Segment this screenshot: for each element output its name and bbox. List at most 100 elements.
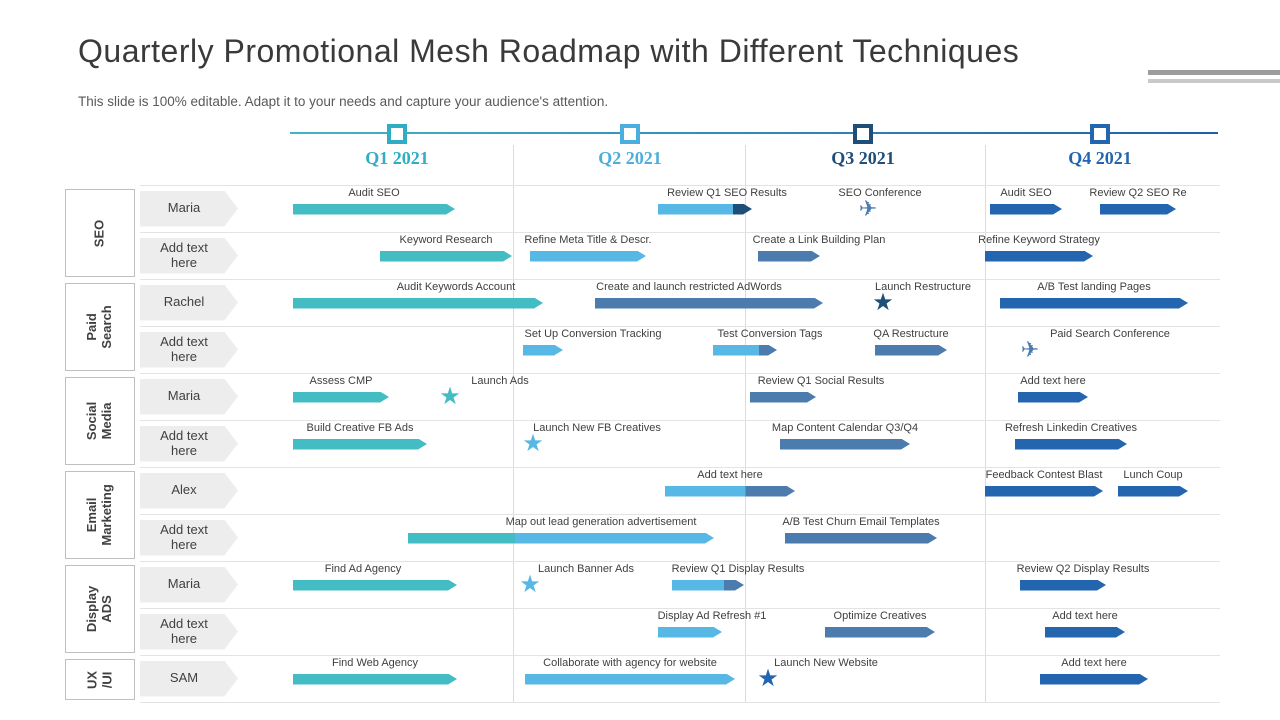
conference-plane-icon: ✈	[1020, 336, 1040, 362]
owner-banner: SAM	[140, 660, 238, 697]
owner-banner: Maria	[140, 378, 238, 415]
row-separator	[140, 373, 1220, 374]
task-bar	[1015, 439, 1127, 450]
task-bar	[408, 533, 714, 544]
task-bar	[875, 345, 947, 356]
quarter-marker-q3	[853, 124, 873, 144]
task-label: Keyword Research	[399, 233, 493, 246]
category-label: Social Media	[84, 401, 114, 441]
category-box: UX /UI	[65, 659, 135, 700]
owner-label: SAM	[169, 670, 199, 686]
task-bar	[665, 486, 795, 497]
task-label: Review Q2 SEO Re	[1089, 186, 1187, 199]
task-label: Review Q1 Display Results	[671, 562, 805, 575]
task-label: Create a Link Building Plan	[752, 233, 886, 246]
task-label: Refresh Linkedin Creatives	[1004, 421, 1138, 434]
quarter-marker-q4	[1090, 124, 1110, 144]
owner-label: Alex	[171, 482, 197, 498]
task-label: Paid Search Conference	[1050, 327, 1170, 340]
task-bar	[595, 298, 823, 309]
row-separator	[140, 326, 1220, 327]
task-label: Launch Ads	[471, 374, 529, 387]
milestone-star-icon: ★	[519, 570, 541, 598]
task-bar	[658, 627, 722, 638]
task-bar	[1000, 298, 1188, 309]
task-bar	[750, 392, 816, 403]
task-label: Launch Banner Ads	[537, 562, 635, 575]
category-box: Paid Search	[65, 283, 135, 371]
category-box: Social Media	[65, 377, 135, 465]
task-label: Review Q1 Social Results	[757, 374, 885, 387]
category-label: Email Marketing	[84, 484, 114, 546]
task-bar	[990, 204, 1062, 215]
quarter-marker-q1	[387, 124, 407, 144]
row-separator	[140, 702, 1220, 703]
task-label: Collaborate with agency for website	[543, 656, 717, 669]
category-box: SEO	[65, 189, 135, 277]
task-bar	[1040, 674, 1148, 685]
owner-label: Maria	[167, 576, 201, 592]
task-label: Launch Restructure	[875, 280, 971, 293]
page-subtitle: This slide is 100% editable. Adapt it to…	[78, 94, 609, 109]
owner-label: Rachel	[163, 294, 205, 310]
owner-label: Maria	[167, 388, 201, 404]
task-label: Add text here	[1020, 374, 1086, 387]
task-bar	[1100, 204, 1176, 215]
owner-banner: Add text here	[140, 331, 238, 368]
task-label: Map out lead generation advertisement	[505, 515, 697, 528]
owner-label: Add text here	[160, 427, 208, 458]
task-label: Refine Keyword Strategy	[978, 233, 1100, 246]
task-label: Add text here	[1061, 656, 1127, 669]
task-bar	[380, 251, 512, 262]
category-label: Paid Search	[84, 305, 114, 349]
conference-plane-icon: ✈	[858, 195, 878, 221]
category-label: Display ADS	[84, 585, 114, 633]
task-label: Set Up Conversion Tracking	[524, 327, 662, 340]
owner-banner: Add text here	[140, 519, 238, 556]
quarter-label-q3: Q3 2021	[831, 148, 895, 168]
task-bar	[985, 486, 1103, 497]
task-label: Launch New FB Creatives	[533, 421, 661, 434]
owner-banner: Add text here	[140, 237, 238, 274]
task-label: Optimize Creatives	[833, 609, 927, 622]
task-label: Add text here	[697, 468, 763, 481]
task-label: Map Content Calendar Q3/Q4	[771, 421, 919, 434]
task-bar	[825, 627, 935, 638]
task-label: SEO Conference	[838, 186, 922, 199]
task-label: Find Web Agency	[331, 656, 419, 669]
owner-banner: Alex	[140, 472, 238, 509]
quarter-gridline	[985, 145, 986, 702]
task-bar	[713, 345, 777, 356]
task-label: Lunch Coup	[1123, 468, 1183, 481]
owner-label: Add text here	[160, 615, 208, 646]
owner-banner: Add text here	[140, 613, 238, 650]
owner-banner: Maria	[140, 566, 238, 603]
task-label: Review Q2 Display Results	[1016, 562, 1150, 575]
task-bar	[785, 533, 937, 544]
task-bar	[525, 674, 735, 685]
row-separator	[140, 608, 1220, 609]
owner-label: Add text here	[160, 521, 208, 552]
row-separator	[140, 655, 1220, 656]
milestone-star-icon: ★	[872, 288, 894, 316]
task-label: Display Ad Refresh #1	[657, 609, 767, 622]
owner-banner: Add text here	[140, 425, 238, 462]
task-bar	[658, 204, 752, 215]
task-label: Audit SEO	[1000, 186, 1052, 199]
owner-label: Add text here	[160, 239, 208, 270]
owner-banner: Maria	[140, 190, 238, 227]
task-label: Audit Keywords Account	[396, 280, 516, 293]
task-label: Find Ad Agency	[324, 562, 402, 575]
milestone-star-icon: ★	[439, 382, 461, 410]
task-label: A/B Test landing Pages	[1037, 280, 1151, 293]
quarter-marker-q2	[620, 124, 640, 144]
task-bar	[758, 251, 820, 262]
quarter-label-q1: Q1 2021	[365, 148, 429, 168]
task-label: A/B Test Churn Email Templates	[782, 515, 940, 528]
category-label: SEO	[91, 219, 107, 247]
owner-label: Add text here	[160, 333, 208, 364]
row-separator	[140, 467, 1220, 468]
task-label: Assess CMP	[309, 374, 373, 387]
milestone-star-icon: ★	[757, 664, 779, 692]
task-bar	[523, 345, 563, 356]
